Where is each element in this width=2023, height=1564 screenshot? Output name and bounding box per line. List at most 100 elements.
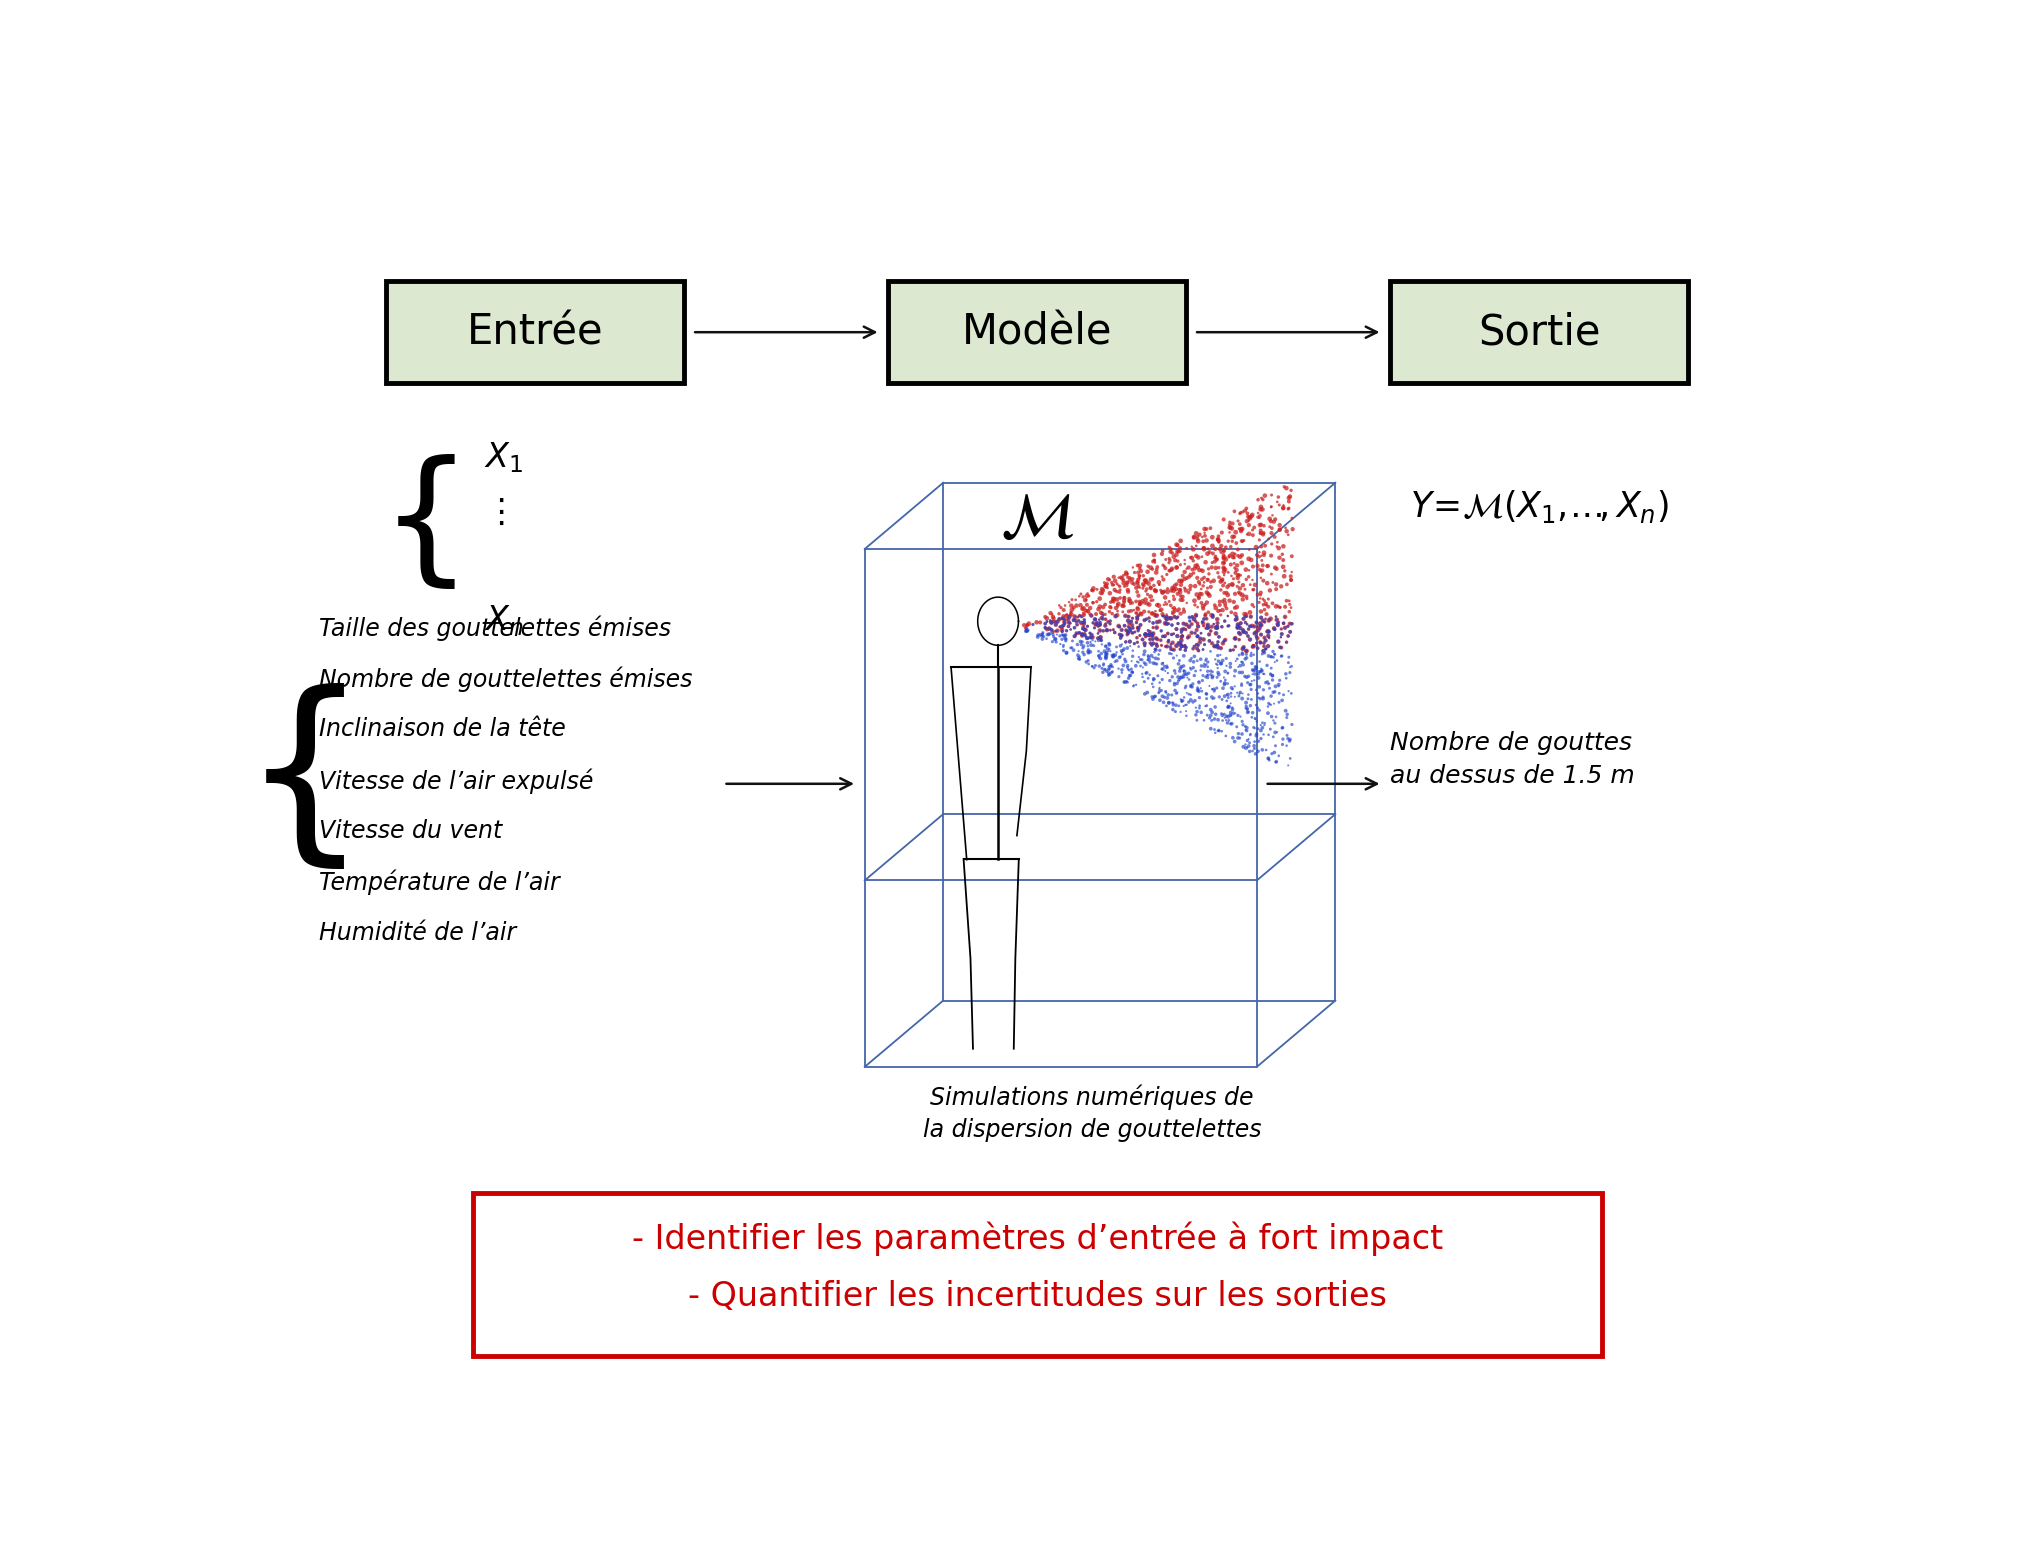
Point (1137, 602, 1169, 627)
Point (1238, 621, 1270, 646)
Point (1096, 643, 1129, 668)
Point (1137, 621, 1169, 646)
Point (1135, 671, 1167, 696)
Point (1177, 607, 1210, 632)
Point (1190, 607, 1222, 632)
Point (1192, 599, 1224, 624)
Point (1179, 521, 1212, 546)
Point (1224, 610, 1256, 635)
Point (1246, 630, 1279, 655)
Point (1084, 627, 1117, 652)
Point (1111, 619, 1143, 644)
Point (1157, 579, 1190, 604)
Point (1202, 649, 1234, 674)
Point (1222, 516, 1254, 541)
Point (1220, 557, 1252, 582)
Point (1129, 630, 1161, 655)
Point (1078, 615, 1111, 640)
Point (1238, 734, 1270, 759)
Point (1066, 629, 1098, 654)
Point (1232, 730, 1264, 755)
Point (1088, 607, 1121, 632)
Point (1111, 635, 1143, 660)
Point (1107, 590, 1139, 615)
Point (1048, 612, 1080, 637)
Point (1254, 561, 1287, 586)
Point (1222, 726, 1254, 751)
Point (1183, 685, 1216, 710)
Point (1216, 698, 1248, 723)
Point (1155, 557, 1188, 582)
Point (1242, 662, 1274, 687)
Point (1161, 630, 1194, 655)
Point (1082, 618, 1115, 643)
Point (1084, 626, 1117, 651)
Point (1068, 612, 1101, 637)
Point (1266, 493, 1299, 518)
Point (1151, 627, 1183, 652)
Point (1105, 632, 1137, 657)
Point (1274, 612, 1307, 637)
Point (1080, 577, 1113, 602)
Point (1054, 616, 1086, 641)
Point (1068, 612, 1101, 637)
Point (1109, 629, 1141, 654)
Point (1016, 612, 1048, 637)
Point (1173, 682, 1206, 707)
Point (1238, 705, 1270, 730)
Point (1133, 619, 1165, 644)
Point (1074, 577, 1107, 602)
Point (1272, 490, 1305, 515)
Point (1167, 633, 1200, 658)
Point (1133, 619, 1165, 644)
Point (1121, 560, 1153, 585)
Point (1153, 593, 1185, 618)
Point (1105, 622, 1137, 647)
Point (1167, 576, 1200, 601)
Point (1270, 702, 1303, 727)
Point (1264, 624, 1297, 649)
Point (1155, 641, 1188, 666)
Point (1143, 593, 1175, 618)
Point (1117, 638, 1149, 663)
Point (1149, 655, 1181, 680)
Point (1157, 576, 1190, 601)
Point (1246, 710, 1279, 735)
Point (1135, 557, 1167, 582)
Point (1161, 604, 1194, 629)
Point (1248, 669, 1281, 694)
Point (1103, 591, 1135, 616)
Point (1159, 693, 1192, 718)
Point (1153, 540, 1185, 565)
Point (1268, 474, 1301, 499)
Point (1137, 621, 1169, 646)
Point (1103, 657, 1135, 682)
Point (1086, 577, 1119, 602)
Point (1234, 640, 1266, 665)
Point (1163, 687, 1196, 712)
Point (1113, 604, 1145, 629)
Point (1222, 682, 1254, 707)
Point (1242, 505, 1274, 530)
Point (1080, 621, 1113, 646)
Point (1111, 669, 1143, 694)
Point (1157, 621, 1190, 646)
Point (1254, 483, 1287, 508)
Point (1208, 627, 1240, 652)
Point (1244, 599, 1277, 624)
Point (1026, 621, 1058, 646)
Point (1127, 568, 1159, 593)
Point (1121, 596, 1153, 621)
Point (1200, 621, 1232, 646)
Point (1242, 698, 1274, 723)
Point (1058, 604, 1090, 629)
Point (1078, 612, 1111, 637)
Point (1153, 635, 1185, 660)
Point (1220, 649, 1252, 674)
Point (1204, 602, 1236, 627)
Point (1074, 604, 1107, 629)
Point (1226, 680, 1258, 705)
Point (1194, 583, 1226, 608)
Point (1036, 619, 1068, 644)
Point (1062, 646, 1094, 671)
